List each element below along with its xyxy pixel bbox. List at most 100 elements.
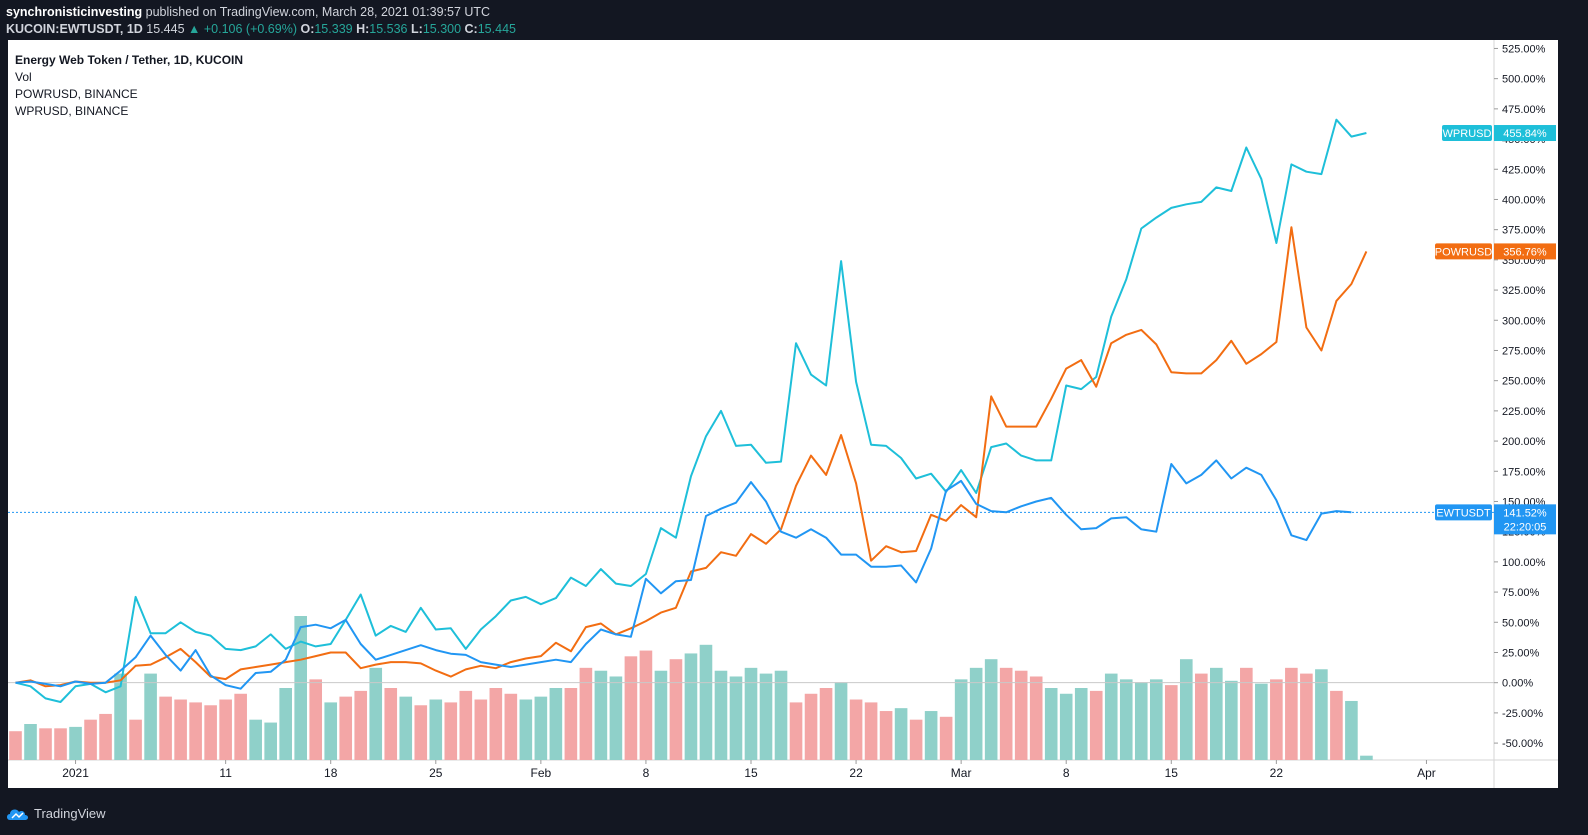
volume-bar [129,719,142,760]
x-tick-label: 15 [1165,766,1179,780]
x-tick-label: 11 [219,766,232,780]
legend-main-title[interactable]: Energy Web Token / Tether, 1D, KUCOIN [15,53,244,67]
volume-bar [594,670,608,760]
y-tick-label: 375.00% [1502,225,1546,237]
volume-bar [1255,683,1268,760]
volume-bar [909,719,923,760]
y-tick-label: 275.00% [1502,345,1546,357]
y-tick-label: 200.00% [1502,436,1546,448]
author-name[interactable]: synchronisticinvesting [6,5,143,19]
volume-bar [1240,667,1253,760]
volume-bar [1194,673,1208,760]
volume-bar [1104,673,1118,760]
tradingview-brand[interactable]: TradingView [6,806,106,821]
volume-bar [864,702,878,760]
series-value-label: 141.52% [1503,507,1547,519]
x-tick-label: 18 [324,766,338,780]
volume-bar [729,676,743,760]
volume-bar [1315,669,1328,760]
volume-bar [1360,755,1373,760]
series-line-powrusd [15,226,1368,688]
y-tick-label: 25.00% [1502,647,1540,659]
volume-bar [69,726,82,760]
volume-bar [189,702,202,760]
series-value-label: 356.76% [1503,246,1547,258]
legend-wpr[interactable]: WPRUSD, BINANCE [15,104,129,118]
symbol-label[interactable]: KUCOIN:EWTUSDT, 1D [6,22,143,36]
y-tick-label: -50.00% [1502,738,1543,750]
y-tick-label: 300.00% [1502,315,1546,327]
tradingview-cloud-icon [7,809,28,820]
volume-bar [744,667,758,760]
series-line-ewtusdt [15,459,1352,690]
volume-bar [9,731,22,760]
volume-bar [714,670,728,760]
price-axis-background [1494,40,1558,760]
x-tick-label: 25 [429,766,443,780]
series-name-tag [1442,125,1492,142]
volume-bar [1089,690,1103,760]
volume-bar [339,696,353,760]
y-tick-label: 175.00% [1502,466,1546,478]
series-lines [15,118,1368,703]
volume-bar [474,699,488,760]
volume-bar [1119,679,1133,760]
y-tick-label: 525.00% [1502,43,1546,55]
volume-bar [144,673,157,760]
y-tick-label: 50.00% [1502,617,1540,629]
volume-bar [174,699,187,760]
x-tick-label: 8 [643,766,650,780]
volume-bar [1134,682,1148,760]
volume-bar [234,693,247,760]
ohlc-info: KUCOIN:EWTUSDT, 1D 15.445 ▲ +0.106 (+0.6… [6,22,516,36]
volume-bar [24,724,37,760]
volume-bar [924,711,938,760]
volume-bar [669,659,683,760]
y-tick-label: 400.00% [1502,194,1546,206]
volume-bar [684,653,698,760]
volume-bar [309,679,323,760]
chart-legend: Energy Web Token / Tether, 1D, KUCOIN Vo… [15,52,243,120]
series-name-label: POWRUSD [1435,246,1493,258]
volume-bar [639,650,653,760]
volume-bar [204,705,217,760]
volume-bar [279,688,292,760]
series-value-tag [1494,125,1556,142]
volume-bar [624,656,638,760]
volume-bar [1345,700,1358,760]
legend-volume[interactable]: Vol [15,70,32,84]
volume-bar [294,616,308,760]
volume-bar [369,667,383,760]
x-tick-label: Feb [531,766,552,780]
last-price: 15.445 [146,22,185,36]
time-axis-ticks: 2021 11 18 25 Feb 8 15 22 Mar 8 15 22 Apr [62,760,1436,780]
volume-bar [384,688,398,760]
volume-bar [249,719,262,760]
volume-bar [849,699,863,760]
legend-powr[interactable]: POWRUSD, BINANCE [15,87,138,101]
volume-bar [609,676,623,760]
high-value: 15.536 [369,22,408,36]
volume-bar [564,688,578,760]
volume-bar [789,702,803,760]
close-label: C: [464,22,478,36]
volume-bar [444,702,458,760]
volume-bar [504,693,518,760]
volume-bar [1270,679,1283,760]
volume-bar [834,682,848,760]
volume-bar [984,659,998,760]
bar-countdown-label: 22:20:05 [1504,521,1547,533]
y-tick-label: 425.00% [1502,164,1546,176]
volume-bar [264,722,277,760]
volume-bar [1330,690,1343,760]
y-tick-label: 0.00% [1502,678,1533,690]
volume-bar [879,711,893,760]
volume-bar [489,688,503,760]
series-value-labels: WPRUSD 455.84% POWRUSD 356.76% EWTUSDT 141.52… [1435,125,1556,535]
volume-bar [519,699,533,760]
series-name-label: WPRUSD [1443,128,1492,140]
y-tick-label: 75.00% [1502,587,1540,599]
volume-bar [819,688,833,760]
volume-bar [1029,676,1043,760]
